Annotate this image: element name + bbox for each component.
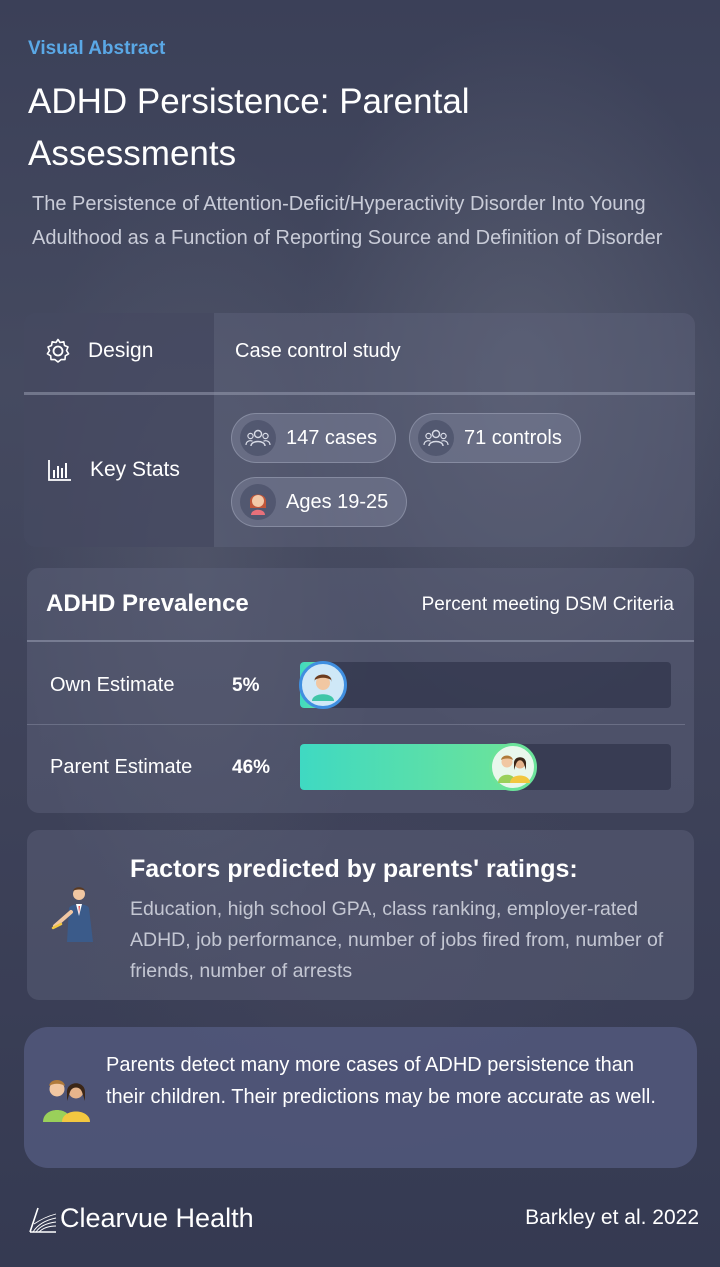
- stat-pill-cases: 147 cases: [231, 413, 397, 463]
- stat-pill-controls: 71 controls: [409, 413, 581, 463]
- eyebrow-label: Visual Abstract: [28, 38, 166, 59]
- parents-icon: [40, 1073, 92, 1123]
- own-estimate-value: 5%: [232, 675, 260, 696]
- study-card: Design Case control study Key Stats: [24, 313, 695, 547]
- factors-title: Factors predicted by parents' ratings:: [130, 855, 578, 883]
- parent-estimate-track: [300, 743, 671, 791]
- prevalence-divider: [27, 640, 694, 642]
- page-subtitle: The Persistence of Attention-Deficit/Hyp…: [32, 193, 663, 249]
- group-icon: [418, 420, 454, 456]
- conclusion-card: Parents detect many more cases of ADHD p…: [24, 1027, 697, 1168]
- bar-chart-icon: [46, 456, 74, 484]
- citation: Barkley et al. 2022: [525, 1206, 699, 1229]
- factors-body: Education, high school GPA, class rankin…: [130, 898, 664, 982]
- key-stats-label: Key Stats: [90, 458, 180, 481]
- brand-logo: Clearvue Health: [28, 1203, 254, 1234]
- brand-mark-icon: [29, 1207, 57, 1233]
- parent-estimate-bar: [300, 744, 513, 790]
- study-label-column: [24, 313, 214, 547]
- stat-controls-label: 71 controls: [464, 426, 562, 449]
- stat-pill-ages: Ages 19-25: [231, 477, 408, 527]
- prevalence-subtitle: Percent meeting DSM Criteria: [421, 594, 674, 615]
- conclusion-text: Parents detect many more cases of ADHD p…: [106, 1054, 656, 1108]
- group-icon: [240, 420, 276, 456]
- young-man-icon: [299, 661, 347, 709]
- design-value: Case control study: [235, 340, 401, 362]
- key-stats-row-label: Key Stats: [46, 456, 180, 484]
- own-estimate-track: [299, 661, 671, 709]
- parent-estimate-label: Parent Estimate: [50, 756, 193, 778]
- design-row-label: Design: [44, 337, 153, 365]
- prevalence-row-divider: [27, 724, 685, 725]
- parent-estimate-value: 46%: [232, 757, 271, 778]
- study-divider: [24, 392, 695, 395]
- design-label: Design: [88, 339, 154, 362]
- teacher-icon: [49, 882, 105, 946]
- stat-ages-label: Ages 19-25: [286, 490, 389, 513]
- factors-card: Factors predicted by parents' ratings: E…: [27, 830, 694, 1000]
- brand-name: Clearvue Health: [60, 1203, 254, 1233]
- young-adult-icon: [240, 484, 276, 520]
- prevalence-card: ADHD Prevalence Percent meeting DSM Crit…: [27, 568, 694, 813]
- prevalence-title: ADHD Prevalence: [46, 590, 249, 617]
- parents-icon: [489, 743, 537, 791]
- page-title: ADHD Persistence: Parental Assessments: [28, 82, 470, 173]
- gear-icon: [44, 337, 72, 365]
- stat-cases-label: 147 cases: [286, 426, 378, 449]
- own-estimate-label: Own Estimate: [50, 674, 175, 696]
